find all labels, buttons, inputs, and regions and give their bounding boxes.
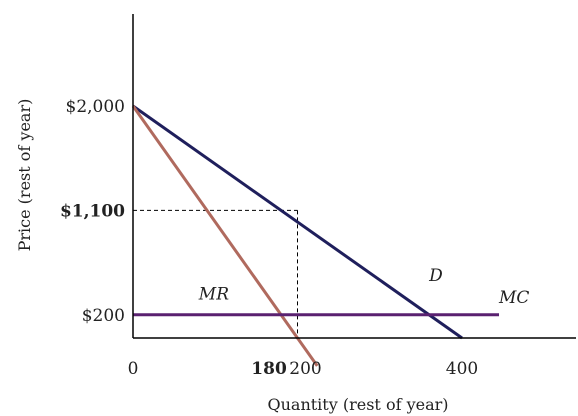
curve-mr <box>131 105 319 367</box>
y-tick-1-100: $1,100 <box>60 201 125 221</box>
curve-d <box>132 104 463 340</box>
y-tick-labels: $200 $1,100 $2,000 <box>60 97 125 326</box>
y-tick-2-000: $2,000 <box>66 97 125 117</box>
curve-label-d: D <box>428 266 443 286</box>
x-tick-200: 200 <box>289 359 321 379</box>
y-axis-title: Price (rest of year) <box>15 99 34 252</box>
x-tick-labels: 0 180 200 400 <box>128 359 479 379</box>
x-tick-0: 0 <box>128 359 139 379</box>
curve-labels: D MR MC <box>198 266 530 308</box>
x-tick-400: 400 <box>446 359 478 379</box>
y-tick-200: $200 <box>82 306 125 326</box>
curve-label-mc: MC <box>498 288 529 308</box>
x-axis-title: Quantity (rest of year) <box>267 395 448 414</box>
curve-label-mr: MR <box>198 285 229 305</box>
dashed-guide-lines <box>133 209 298 338</box>
x-tick-180: 180 <box>251 359 287 379</box>
curves <box>131 104 500 367</box>
